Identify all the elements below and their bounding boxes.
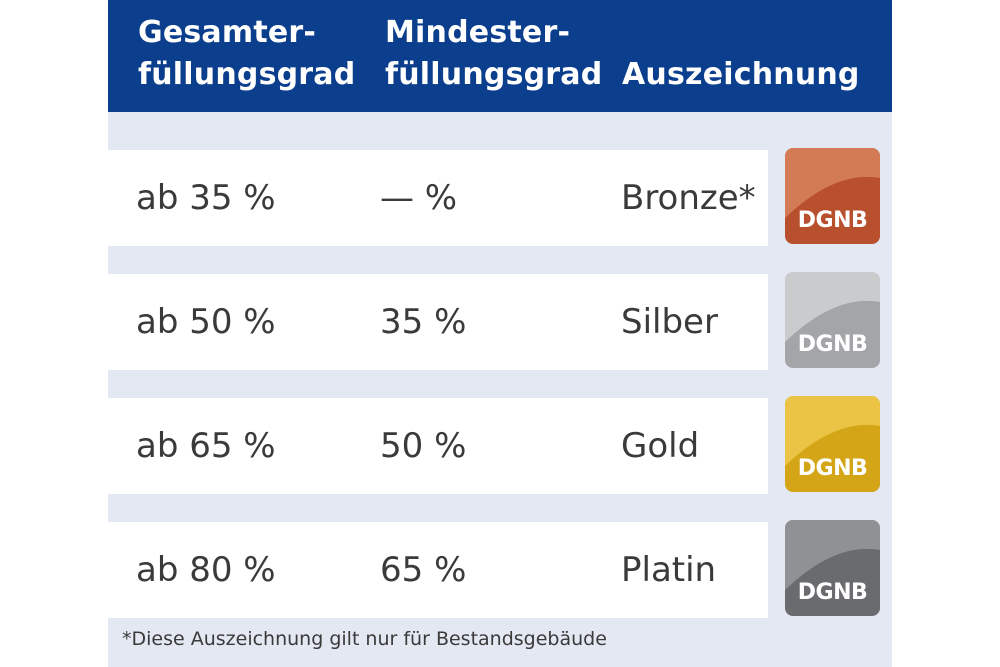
total-value: ab 50 %: [136, 302, 276, 342]
badge-label: DGNB: [797, 208, 868, 233]
header-minimum-line1: Mindester-: [385, 15, 571, 50]
table-row: ab 35 % — % Bronze*: [108, 150, 768, 246]
dgnb-gold-badge-icon: DGNB: [785, 396, 880, 492]
award-name: Silber: [621, 302, 718, 342]
header-award-label: Auszeichnung: [622, 57, 860, 92]
header-minimum-fulfillment: Mindester- füllungsgrad: [385, 12, 602, 96]
total-value: ab 35 %: [136, 178, 276, 218]
badge-label: DGNB: [797, 580, 868, 605]
certification-table: Gesamter- füllungsgrad Mindester- füllun…: [108, 0, 892, 667]
minimum-value: 65 %: [380, 550, 467, 590]
total-value: ab 65 %: [136, 426, 276, 466]
minimum-value: 35 %: [380, 302, 467, 342]
award-name: Platin: [621, 550, 717, 590]
table-row: ab 65 % 50 % Gold: [108, 398, 768, 494]
table-header: Gesamter- füllungsgrad Mindester- füllun…: [108, 0, 892, 112]
header-minimum-line2: füllungsgrad: [385, 57, 603, 92]
header-total-fulfillment: Gesamter- füllungsgrad: [138, 12, 355, 96]
minimum-value: 50 %: [380, 426, 467, 466]
dgnb-platinum-badge-icon: DGNB: [785, 520, 880, 616]
header-award: Auszeichnung: [622, 54, 860, 96]
badge-label: DGNB: [797, 456, 868, 481]
total-value: ab 80 %: [136, 550, 276, 590]
table-row: ab 80 % 65 % Platin: [108, 522, 768, 618]
header-total-line2: füllungsgrad: [138, 57, 356, 92]
footnote: *Diese Auszeichnung gilt nur für Bestand…: [122, 628, 607, 650]
table-row: ab 50 % 35 % Silber: [108, 274, 768, 370]
header-total-line1: Gesamter-: [138, 15, 317, 50]
award-name: Gold: [621, 426, 700, 466]
minimum-value: — %: [380, 178, 458, 218]
award-name: Bronze*: [621, 178, 756, 218]
dgnb-silver-badge-icon: DGNB: [785, 272, 880, 368]
dgnb-bronze-badge-icon: DGNB: [785, 148, 880, 244]
badge-label: DGNB: [797, 332, 868, 357]
